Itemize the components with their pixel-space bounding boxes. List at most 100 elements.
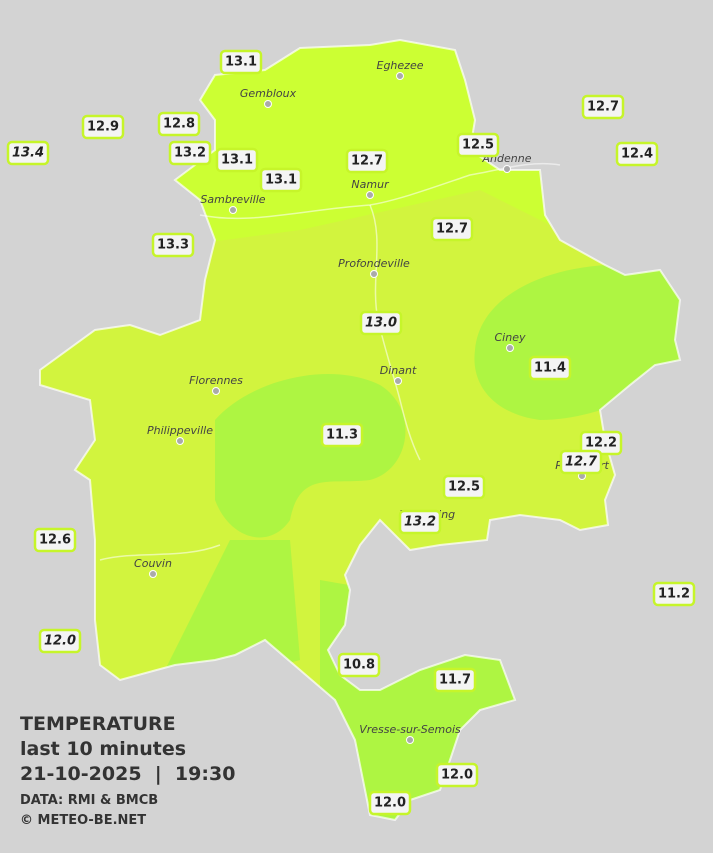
station: 13.4 [6,140,50,166]
city-dot [396,72,404,80]
station-value: 11.3 [326,428,358,443]
city-label: Ciney [495,331,526,344]
city-label: Sambreville [200,193,265,206]
station: 12.5 [456,132,500,158]
station-value: 12.7 [587,100,619,115]
city-label: Gembloux [240,87,297,100]
station: 11.7 [433,667,477,693]
stations: 13.1 12.9 13.4 12.8 13.2 13.1 13.1 12.7 12.5 12.7… [6,49,696,816]
station: 12.7 [430,216,474,242]
legend-credit: © METEO-BE.NET [20,813,146,828]
station: 13.2 [398,509,442,535]
city-label: Eghezee [377,59,424,72]
station-box [337,652,381,678]
station-box [433,667,477,693]
station-value: 13.2 [174,146,206,161]
station: 12.6 [33,527,77,553]
legend-datetime: 21-10-2025 | 19:30 [20,763,235,785]
station-box [652,581,696,607]
station-value: 13.4 [12,146,44,161]
station: 13.3 [151,232,195,258]
station-value: 12.2 [585,436,617,451]
city-dot [394,377,402,385]
station-box [398,509,442,535]
station: 11.3 [320,422,364,448]
station-value: 12.7 [565,455,598,470]
station-value: 12.5 [448,480,480,495]
station-box [168,140,212,166]
station-box [581,94,625,120]
city-dot [149,570,157,578]
station: 12.7 [345,148,389,174]
station: 12.7 [581,94,625,120]
city-label: Philippeville [147,424,213,437]
station-box [345,148,389,174]
station-box [259,167,303,193]
station: 13.1 [215,147,259,173]
station: 10.8 [337,652,381,678]
station-value: 13.1 [265,173,297,188]
city-label: Couvin [134,557,172,570]
station-value: 10.8 [343,658,375,673]
station-value: 12.9 [87,120,119,135]
station-value: 12.5 [462,138,494,153]
station: 12.0 [435,762,479,788]
station-value: 12.0 [441,768,473,783]
station-box [435,762,479,788]
station-value: 13.3 [157,238,189,253]
city-dot [370,270,378,278]
station-value: 12.7 [351,154,383,169]
station-value: 11.7 [439,673,471,688]
city-dot [406,736,414,744]
legend-title: TEMPERATURE [20,713,176,735]
station-box [368,790,412,816]
station: 12.0 [38,628,82,654]
station-value: 13.1 [221,153,253,168]
station-box [559,449,603,475]
legend: TEMPERATURE last 10 minutes 21-10-2025 |… [20,713,235,828]
station-box [528,355,572,381]
station: 13.0 [359,310,403,336]
station: 12.9 [81,114,125,140]
city-dot [264,100,272,108]
station-box [320,422,364,448]
city-dot [176,437,184,445]
station-box [359,310,403,336]
city-label: Florennes [189,374,243,387]
station: 13.1 [219,49,263,75]
station-value: 12.8 [163,117,195,132]
station-box [6,140,50,166]
station-box [38,628,82,654]
legend-source: DATA: RMI & BMCB [20,793,158,808]
station-value: 12.7 [436,222,468,237]
station-value: 11.4 [534,361,566,376]
city-dot [229,206,237,214]
station: 12.4 [615,141,659,167]
station: 12.0 [368,790,412,816]
station: 11.4 [528,355,572,381]
station-box [442,474,486,500]
city-label: Dinant [380,364,417,377]
city-dot [212,387,220,395]
station-box [81,114,125,140]
station-value: 13.2 [404,515,436,530]
station-box [33,527,77,553]
station-box [615,141,659,167]
station: 13.1 [259,167,303,193]
station-value: 12.4 [621,147,653,162]
station-value: 12.0 [374,796,406,811]
station-box [430,216,474,242]
city-label: Namur [351,178,390,191]
legend-period: last 10 minutes [20,738,186,760]
city-dot [366,191,374,199]
river [99,544,221,561]
station: 13.2 [168,140,212,166]
city-dot [503,165,511,173]
station-box [215,147,259,173]
station-box [157,111,201,137]
station: 11.2 [652,581,696,607]
station-value: 11.2 [658,587,690,602]
city-label: Profondeville [338,257,410,270]
station-box [219,49,263,75]
